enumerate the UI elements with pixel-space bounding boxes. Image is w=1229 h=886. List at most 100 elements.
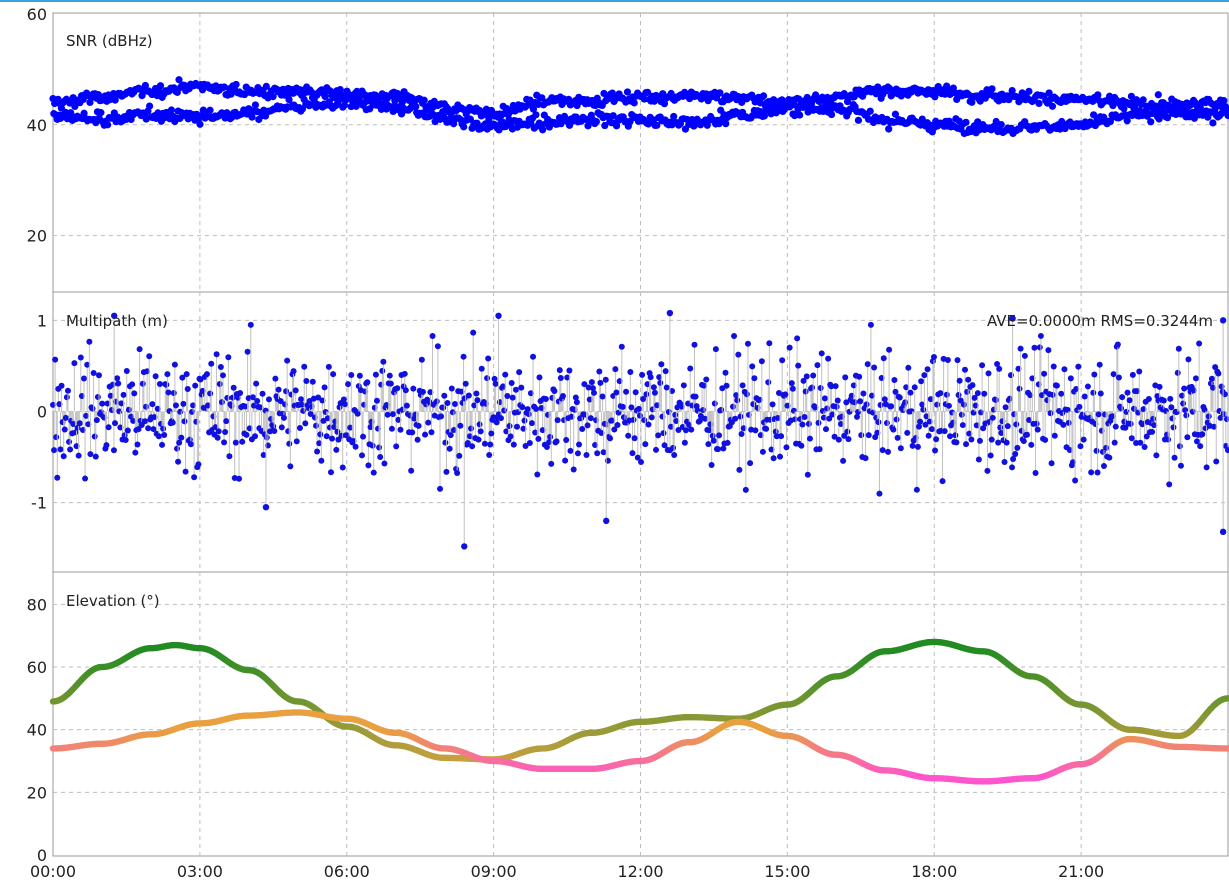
multipath-point (286, 440, 293, 447)
multipath-point (613, 389, 620, 396)
snr-point (644, 88, 652, 96)
multipath-point (90, 369, 97, 376)
multipath-point (292, 387, 299, 394)
multipath-point (485, 355, 492, 362)
snr-point (953, 95, 961, 104)
multipath-point (195, 461, 202, 468)
multipath-point (933, 436, 940, 443)
multipath-point (283, 388, 290, 395)
multipath-point (64, 387, 71, 394)
multipath-point (926, 418, 933, 425)
multipath-point (860, 390, 867, 397)
multipath-point (296, 425, 303, 432)
multipath-point (176, 439, 183, 446)
multipath-point (733, 392, 740, 399)
multipath-point (919, 401, 926, 408)
multipath-point (1190, 387, 1197, 394)
multipath-point (803, 373, 810, 380)
multipath-point (325, 363, 332, 370)
multipath-point (878, 374, 885, 381)
multipath-point (1029, 375, 1036, 382)
multipath-point (968, 436, 975, 443)
multipath-point (1009, 464, 1016, 471)
snr-point (473, 119, 481, 127)
multipath-point (686, 422, 693, 429)
multipath-point (913, 486, 920, 493)
multipath-point (629, 450, 636, 457)
multipath-point (171, 361, 178, 368)
multipath-point (670, 444, 677, 451)
multipath-point (160, 425, 167, 432)
multipath-point (1208, 375, 1215, 382)
multipath-point (1141, 443, 1148, 450)
multipath-point (965, 376, 972, 383)
multipath-point (473, 390, 480, 397)
multipath-point (187, 441, 194, 448)
snr-point (1163, 114, 1172, 122)
multipath-point (893, 416, 900, 423)
multipath-point (563, 436, 570, 443)
multipath-point (696, 417, 703, 424)
multipath-point (600, 449, 607, 456)
multipath-point (58, 382, 65, 389)
multipath-point (724, 439, 731, 446)
multipath-point (654, 402, 661, 409)
multipath-point (740, 425, 747, 432)
snr-panel: 20 40 60 SNR (dBHz) (27, 5, 1229, 293)
snr-point (601, 121, 609, 130)
multipath-point (462, 380, 469, 387)
multipath-point (1023, 431, 1030, 438)
multipath-point (299, 401, 306, 408)
multipath-point (1201, 406, 1208, 413)
multipath-point (744, 340, 751, 347)
multipath-point (616, 378, 623, 385)
multipath-point (981, 390, 988, 397)
snr-point (340, 101, 349, 109)
multipath-point (972, 402, 979, 409)
multipath-point (774, 415, 781, 422)
multipath-point (619, 403, 626, 410)
multipath-point (117, 424, 124, 431)
multipath-point (1067, 375, 1074, 382)
multipath-point (1185, 356, 1192, 363)
multipath-point (1119, 394, 1126, 401)
multipath-point (218, 399, 225, 406)
multipath-point (1051, 432, 1058, 439)
multipath-point (736, 466, 743, 473)
multipath-point (409, 429, 416, 436)
multipath-point (82, 475, 89, 482)
multipath-point (1170, 424, 1177, 431)
multipath-point (509, 394, 516, 401)
multipath-point (856, 373, 863, 380)
multipath-point (620, 414, 627, 421)
snr-point (377, 105, 385, 113)
multipath-point (429, 332, 436, 339)
multipath-point (1090, 389, 1097, 396)
multipath-point (447, 432, 454, 439)
multipath-point (697, 412, 704, 419)
multipath-point (1192, 375, 1199, 382)
snr-point (1220, 97, 1228, 105)
snr-point (94, 91, 102, 99)
multipath-point (526, 439, 533, 446)
snr-point (262, 82, 270, 90)
multipath-point (1077, 443, 1084, 450)
multipath-point (109, 381, 116, 388)
multipath-point (1061, 366, 1068, 373)
multipath-point (1081, 393, 1088, 400)
multipath-point (941, 428, 948, 435)
multipath-point (339, 464, 346, 471)
multipath-y-tick-labels: -1 0 1 (31, 311, 47, 512)
multipath-point (1010, 455, 1017, 462)
multipath-point (789, 385, 796, 392)
multipath-point (139, 380, 146, 387)
multipath-point (956, 377, 963, 384)
multipath-point (234, 394, 241, 401)
multipath-point (1006, 395, 1013, 402)
multipath-point (103, 442, 110, 449)
snr-point (412, 102, 420, 111)
snr-point (1139, 96, 1147, 104)
multipath-point (1015, 365, 1022, 372)
multipath-point (317, 431, 324, 438)
